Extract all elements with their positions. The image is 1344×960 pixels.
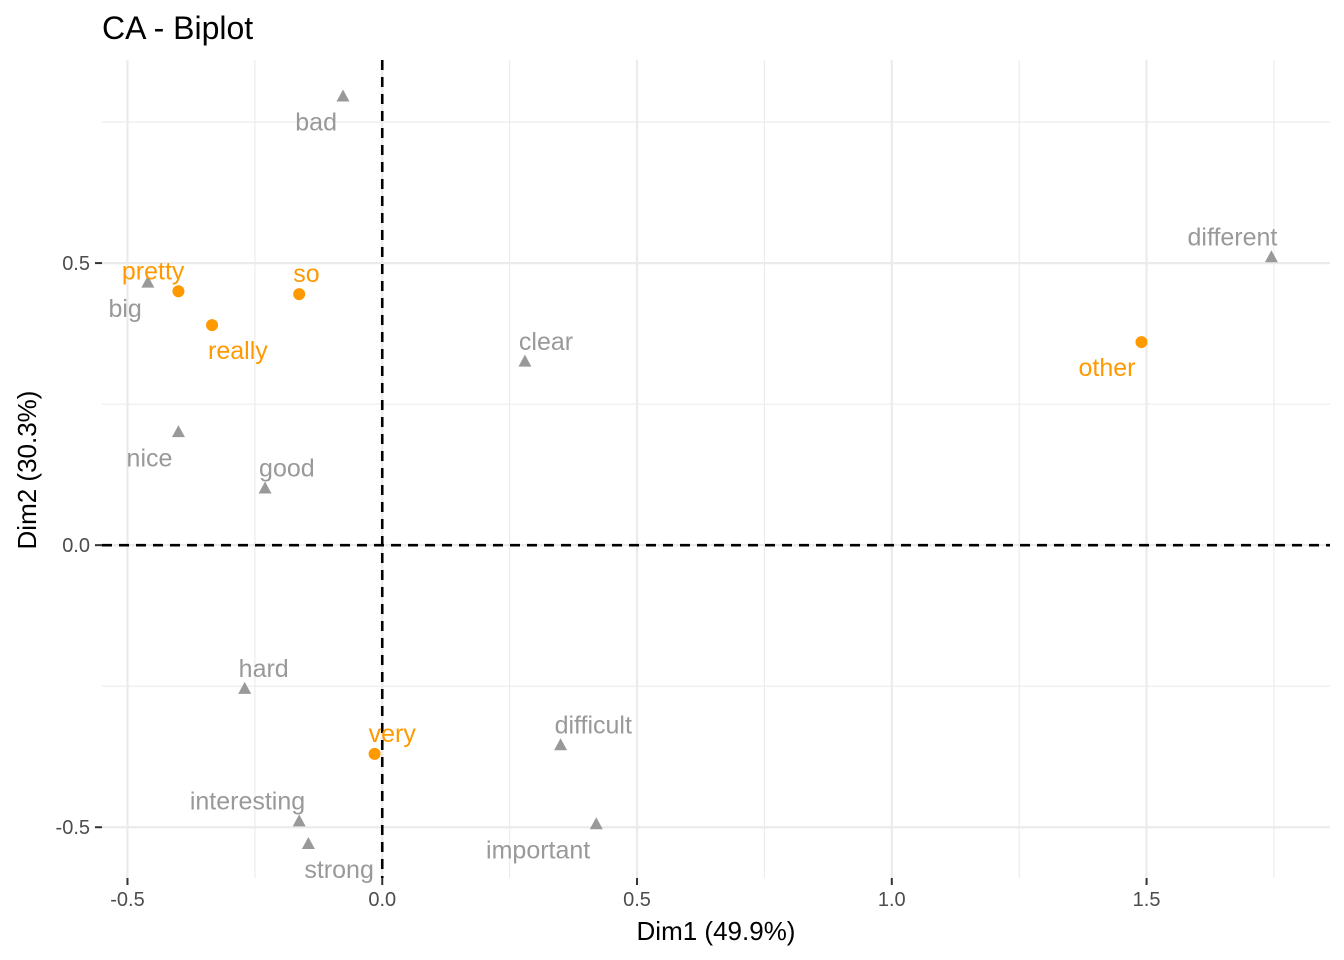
x-tick-label: 0.0: [368, 889, 396, 911]
reference-lines: [102, 60, 1330, 878]
point-strong: [301, 836, 315, 849]
label-nice: nice: [127, 444, 173, 472]
point-other: [1135, 336, 1148, 349]
y-tick-label: -0.5: [56, 817, 90, 839]
label-interesting: interesting: [190, 788, 305, 816]
point-clear: [518, 354, 532, 367]
y-tick-label: 0.0: [62, 535, 90, 557]
point-bad: [336, 89, 350, 102]
y-axis-title: Dim2 (30.3%): [12, 391, 42, 550]
x-tick-label: 1.0: [878, 889, 906, 911]
label-really: really: [208, 337, 268, 365]
label-strong: strong: [304, 856, 373, 884]
data-points: [141, 89, 1278, 849]
x-tick-label: 1.5: [1133, 889, 1161, 911]
point-interesting: [292, 814, 306, 827]
label-important: important: [486, 836, 590, 864]
chart-title: CA - Biplot: [102, 10, 253, 46]
data-labels: pretty so really other very bad different big cl…: [108, 109, 1277, 884]
y-tick-label: 0.5: [62, 253, 90, 275]
x-axis-title: Dim1 (49.9%): [637, 916, 796, 946]
label-other: other: [1078, 354, 1135, 382]
label-hard: hard: [239, 655, 289, 683]
point-really: [206, 319, 219, 332]
label-very: very: [369, 720, 417, 748]
axis-ticks: -0.5 0.0 0.5 1.0 1.5 -0.5 0.0 0.5: [56, 253, 1161, 911]
grid-lines: [102, 60, 1330, 878]
point-pretty: [172, 285, 185, 298]
point-difficult: [554, 738, 568, 751]
point-big: [141, 275, 155, 288]
label-difficult: difficult: [555, 711, 632, 739]
label-good: good: [259, 455, 315, 483]
label-pretty: pretty: [122, 257, 185, 285]
label-so: so: [293, 260, 319, 288]
point-nice: [171, 425, 185, 438]
point-hard: [238, 681, 252, 694]
label-big: big: [108, 295, 141, 323]
x-tick-label: 0.5: [623, 889, 651, 911]
x-tick-label: -0.5: [110, 889, 144, 911]
label-clear: clear: [519, 328, 573, 356]
point-good: [258, 481, 272, 494]
label-different: different: [1188, 223, 1278, 251]
point-different: [1264, 250, 1278, 263]
point-very: [368, 747, 381, 760]
point-important: [589, 817, 603, 830]
label-bad: bad: [295, 109, 337, 137]
point-so: [293, 288, 306, 301]
